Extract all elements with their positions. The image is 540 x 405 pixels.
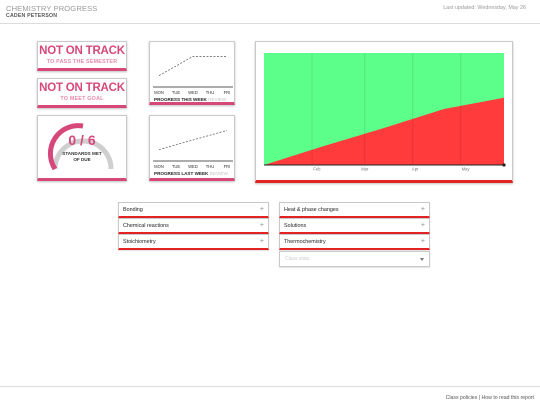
day-label: TUE: [171, 90, 181, 95]
progress-this-week-card: MON TUE WED THU FRI PROGRESS THIS WEEK R…: [149, 41, 235, 105]
progress-this-week-title: PROGRESS THIS WEEK: [154, 97, 207, 102]
this-week-line: [158, 56, 227, 76]
day-label: FRI: [223, 164, 231, 169]
progress-last-week-label: PROGRESS LAST WEEK REVIEW: [154, 171, 228, 176]
chart-axis-end-dot: [502, 163, 506, 167]
topic-label: Chemical reactions: [123, 223, 169, 229]
last-week-sparkline: [153, 130, 233, 162]
topic-row-heat-phase-changes[interactable]: Heat & phase changes +: [279, 202, 430, 218]
last-updated: Last updated: Wednesday, May 26: [443, 5, 526, 11]
expand-plus-icon[interactable]: +: [420, 238, 425, 245]
standards-gauge: [47, 123, 114, 171]
standards-label-line2: OF DUE: [73, 156, 91, 162]
day-label: WED: [188, 90, 198, 95]
day-label: WED: [188, 164, 198, 169]
semester-progress-chart-card: Feb Mar Apr May: [255, 41, 513, 183]
x-tick-label: Feb: [313, 167, 321, 172]
class-stats-placeholder: Class stats: [285, 256, 310, 262]
progress-last-week-card: MON TUE WED THU FRI PROGRESS LAST WEEK R…: [149, 115, 235, 181]
progress-this-week-review: REVIEW: [208, 97, 227, 102]
header: CHEMISTRY PROGRESS CADEN PETERSON Last u…: [0, 0, 540, 24]
footer-links[interactable]: Class policies | How to read this report: [445, 395, 534, 401]
topic-label: Stoichiometry: [123, 239, 156, 245]
footer: Class policies | How to read this report: [0, 386, 540, 405]
class-stats-select[interactable]: Class stats: [279, 251, 430, 267]
goal-status-card: NOT ON TRACK TO MEET GOAL: [37, 78, 127, 108]
topic-row-chemical-reactions[interactable]: Chemical reactions +: [118, 218, 269, 234]
x-tick-label: Apr: [412, 167, 419, 172]
day-label: MON: [154, 164, 164, 169]
gauge-track: [52, 138, 114, 170]
progress-last-week-title: PROGRESS LAST WEEK: [154, 171, 209, 176]
topic-label: Heat & phase changes: [284, 207, 339, 213]
day-label: THU: [205, 90, 215, 95]
topic-label: Solutions: [284, 223, 307, 229]
x-tick-label: Mar: [361, 167, 369, 172]
expand-plus-icon[interactable]: +: [259, 238, 264, 245]
goal-status-subtitle: TO MEET GOAL: [60, 96, 104, 102]
standards-label: STANDARDS MET OF DUE: [38, 151, 126, 163]
student-name: CADEN PETERSON: [6, 13, 58, 19]
x-tick-label: May: [462, 167, 471, 172]
goal-status-title: NOT ON TRACK: [39, 82, 125, 94]
progress-this-week-label: PROGRESS THIS WEEK REVIEW: [154, 97, 226, 102]
expand-plus-icon[interactable]: +: [259, 206, 264, 213]
semester-status-card: NOT ON TRACK TO PASS THE SEMESTER: [37, 41, 127, 71]
standards-gauge-card: 0 / 6 STANDARDS MET OF DUE: [37, 115, 127, 181]
semester-progress-chart: Feb Mar Apr May: [264, 53, 506, 172]
topic-label: Bonding: [123, 207, 143, 213]
chart-x-ticks: Feb Mar Apr May: [313, 167, 470, 172]
day-label: FRI: [223, 90, 231, 95]
app-title: CHEMISTRY PROGRESS: [6, 4, 98, 13]
standards-count: 0 / 6: [68, 132, 96, 148]
last-week-line: [158, 130, 228, 150]
gauge-fill: [47, 123, 84, 171]
day-label: TUE: [171, 164, 181, 169]
this-week-sparkline: [153, 56, 233, 88]
topic-row-stoichiometry[interactable]: Stoichiometry +: [118, 234, 269, 250]
topic-row-thermochemistry[interactable]: Thermochemistry +: [279, 234, 430, 250]
progress-last-week-review: REVIEW: [209, 171, 228, 176]
standards-label-line1: STANDARDS MET: [62, 151, 102, 156]
chevron-down-icon: [420, 258, 424, 261]
topic-label: Thermochemistry: [284, 239, 326, 245]
day-label: MON: [154, 90, 164, 95]
topic-row-bonding[interactable]: Bonding +: [118, 202, 269, 218]
day-label: THU: [205, 164, 215, 169]
semester-status-title: NOT ON TRACK: [39, 45, 125, 57]
chart-gridlines: [311, 53, 462, 165]
behind-area: [264, 97, 504, 165]
semester-status-subtitle: TO PASS THE SEMESTER: [46, 59, 118, 65]
expand-plus-icon[interactable]: +: [259, 222, 264, 229]
expand-plus-icon[interactable]: +: [420, 206, 425, 213]
expand-plus-icon[interactable]: +: [420, 222, 425, 229]
topic-row-solutions[interactable]: Solutions +: [279, 218, 430, 234]
